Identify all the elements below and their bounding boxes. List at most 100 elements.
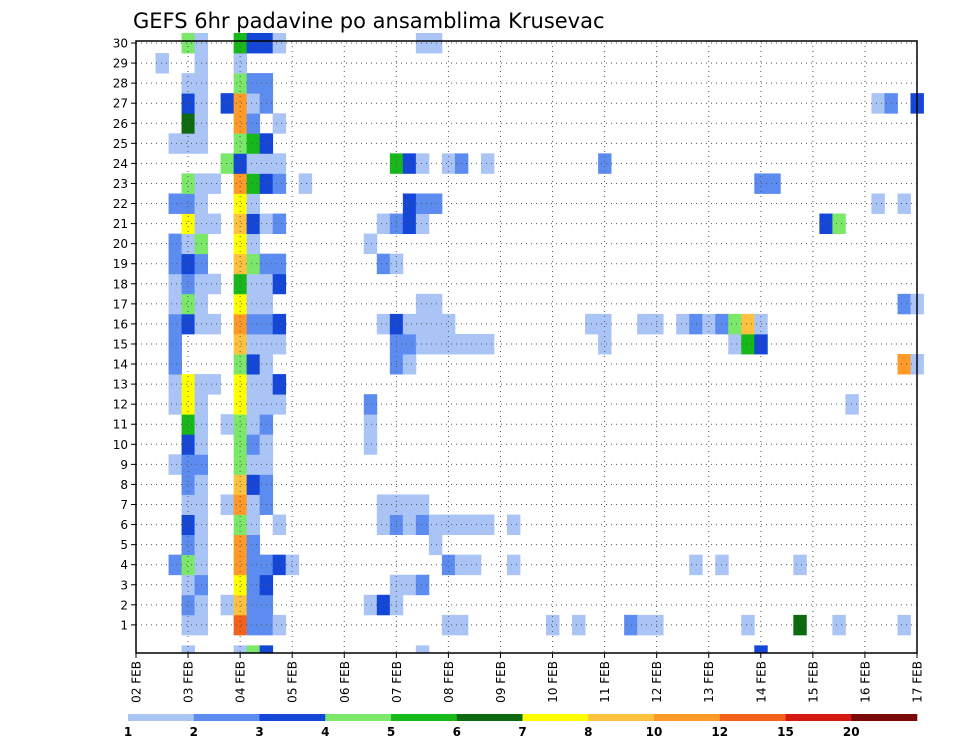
colorbar-swatch (851, 714, 918, 721)
heatmap-cell (363, 434, 378, 455)
heatmap-cell (246, 645, 261, 654)
heatmap-cell (233, 253, 248, 275)
heatmap-cell (689, 554, 703, 576)
heatmap-cell (181, 233, 195, 255)
y-tick-label: 7 (120, 498, 128, 512)
colorbar-label: 7 (518, 725, 526, 739)
heatmap-cell (415, 293, 430, 315)
heatmap-cell (246, 193, 261, 214)
heatmap-cell (376, 313, 391, 335)
y-tick-label: 30 (113, 37, 128, 51)
heatmap-cell (246, 93, 261, 114)
heatmap-cell (428, 313, 443, 335)
heatmap-cell (272, 273, 287, 295)
y-tick-label: 22 (113, 197, 128, 211)
heatmap-cell (233, 374, 248, 395)
heatmap-cell (441, 554, 456, 576)
heatmap-cell (246, 113, 261, 134)
heatmap-cell (246, 153, 261, 174)
heatmap-cell (793, 554, 807, 576)
heatmap-cell (415, 574, 430, 596)
heatmap-cell (246, 434, 261, 455)
x-tick-label: 06 FEB (338, 661, 352, 703)
heatmap-cell (402, 153, 417, 174)
heatmap-cell (181, 645, 195, 654)
x-tick-label: 04 FEB (234, 661, 248, 703)
heatmap-cell (220, 594, 235, 616)
heatmap-cell (246, 594, 261, 616)
heatmap-cell (402, 333, 417, 355)
y-tick-label: 27 (113, 97, 128, 111)
colorbar-label: 2 (190, 725, 198, 739)
heatmap-cell (402, 213, 417, 235)
heatmap-cell (246, 394, 261, 415)
heatmap-cell (168, 193, 182, 214)
heatmap-cell (415, 333, 430, 355)
heatmap-cell (246, 354, 261, 375)
heatmap-cell (181, 273, 195, 295)
colorbar-swatch (456, 714, 523, 721)
heatmap-cell (272, 554, 287, 576)
chart-title: GEFS 6hr padavine po ansamblima Krusevac (133, 9, 605, 33)
x-tick-label: 02 FEB (130, 661, 144, 703)
x-tick-label: 10 FEB (546, 661, 560, 703)
y-axis: 1234567891011121314151617181920212223242… (113, 37, 136, 632)
heatmap-cell (897, 614, 911, 636)
heatmap-cell (181, 93, 195, 114)
y-tick-label: 15 (113, 337, 128, 351)
heatmap-cell (207, 374, 222, 395)
heatmap-cell (272, 374, 287, 395)
heatmap-cell (233, 333, 248, 355)
heatmap-cell (233, 293, 248, 315)
heatmap-cell (168, 374, 182, 395)
y-tick-label: 14 (113, 358, 128, 372)
x-tick-label: 03 FEB (182, 661, 196, 703)
heatmap-cell (598, 153, 612, 174)
heatmap-cell (741, 313, 755, 335)
heatmap-cell (181, 494, 195, 515)
heatmap-cell (233, 645, 248, 654)
grid-lines (136, 41, 917, 653)
heatmap-cell (181, 73, 195, 94)
heatmap-cell (246, 273, 261, 295)
heatmap-cell (298, 173, 313, 194)
heatmap-cell (480, 333, 495, 355)
heatmap-cell (246, 514, 261, 536)
heatmap-cell (207, 213, 222, 235)
heatmap-cell (402, 494, 417, 515)
colorbar-label: 15 (777, 725, 794, 739)
x-tick-label: 08 FEB (442, 661, 456, 703)
heatmap-cell (272, 113, 287, 134)
heatmap-cell (480, 514, 495, 536)
heatmap-cell (181, 173, 195, 194)
heatmap-cell (246, 574, 261, 596)
heatmap-cell (428, 514, 443, 536)
heatmap-cell (402, 193, 417, 214)
heatmap-cell (181, 414, 195, 435)
colorbar-label: 8 (584, 725, 592, 739)
y-tick-label: 23 (113, 177, 128, 191)
heatmap-cell (402, 514, 417, 536)
heatmap-cell (467, 333, 482, 355)
heatmap-cell (441, 614, 456, 636)
heatmap-cell (168, 273, 182, 295)
heatmap-cell (233, 173, 248, 194)
colorbar-label: 6 (453, 725, 461, 739)
heatmap-cell (181, 133, 195, 154)
heatmap-cell (428, 293, 443, 315)
x-tick-label: 16 FEB (858, 661, 872, 703)
heatmap-cell (181, 113, 195, 134)
heatmap-cell (897, 193, 911, 214)
y-tick-label: 2 (120, 598, 128, 612)
heatmap-cell (207, 273, 222, 295)
heatmap-cell (233, 113, 248, 134)
heatmap-cell (689, 313, 703, 335)
heatmap-cell (233, 454, 248, 475)
heatmap-cell (168, 394, 182, 415)
heatmap-cell (181, 253, 195, 275)
heatmap-cell (897, 293, 911, 315)
heatmap-cell (598, 313, 612, 335)
heatmap-cell (832, 614, 846, 636)
heatmap-cell (363, 233, 378, 255)
